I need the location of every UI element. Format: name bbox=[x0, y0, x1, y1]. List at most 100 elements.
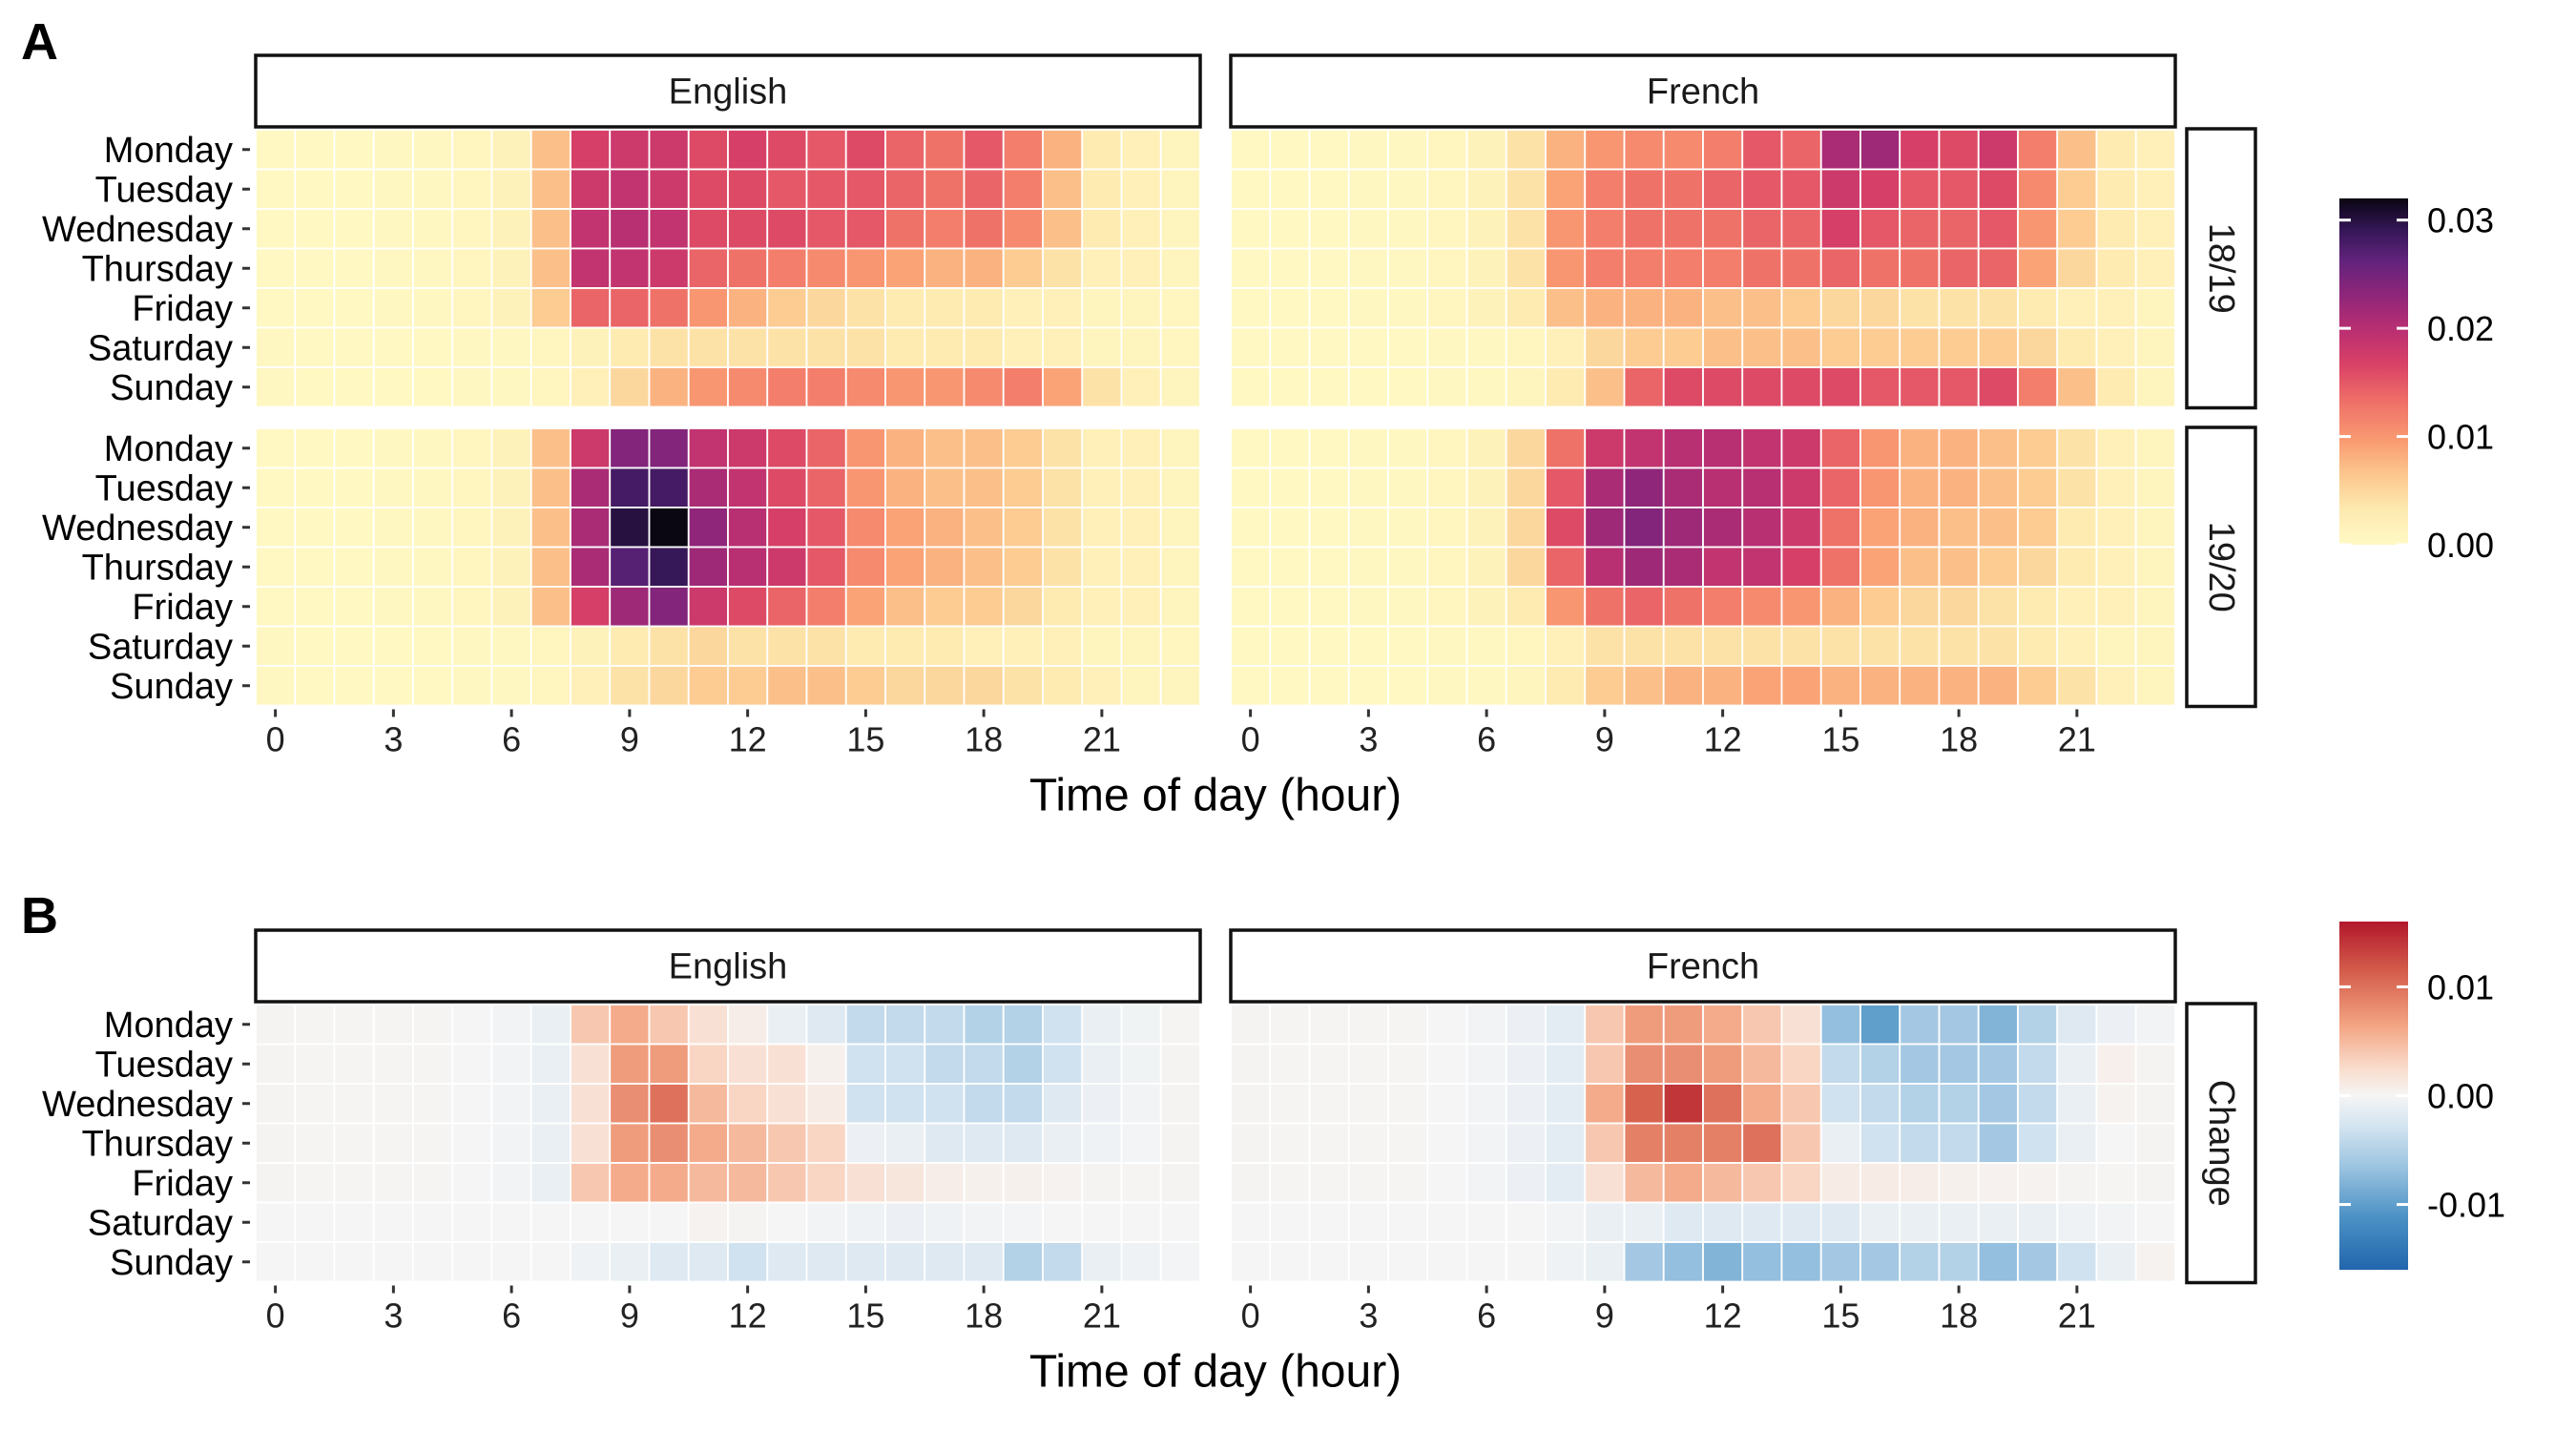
heatmap-cell bbox=[766, 326, 808, 368]
heatmap-cell bbox=[766, 168, 808, 210]
day-label: Monday bbox=[104, 429, 233, 469]
heatmap-cell bbox=[1780, 366, 1822, 408]
heatmap-cell bbox=[884, 1201, 926, 1243]
heatmap-cell bbox=[2095, 507, 2137, 549]
heatmap-cell bbox=[412, 546, 454, 588]
heatmap-cell bbox=[1584, 546, 1626, 588]
heatmap-cell bbox=[1899, 546, 1941, 588]
heatmap-cell bbox=[963, 665, 1005, 707]
heatmap-cell bbox=[412, 326, 454, 368]
heatmap-cell bbox=[1081, 427, 1123, 469]
heatmap-cell bbox=[1308, 1083, 1350, 1125]
heatmap-cell bbox=[805, 208, 847, 250]
heatmap-cell bbox=[1308, 129, 1350, 171]
heatmap-cell bbox=[333, 427, 375, 469]
day-label: Sunday bbox=[110, 667, 233, 707]
heatmap-cell bbox=[570, 287, 612, 329]
heatmap-cell bbox=[1002, 208, 1044, 250]
heatmap-cell bbox=[1899, 427, 1941, 469]
heatmap-cell bbox=[963, 247, 1005, 289]
heatmap-cell bbox=[687, 326, 729, 368]
heatmap-cell bbox=[1938, 586, 1980, 628]
heatmap-cell bbox=[609, 1122, 651, 1164]
heatmap-cell bbox=[1230, 129, 1272, 171]
heatmap-cell bbox=[1819, 1043, 1861, 1085]
heatmap-cell bbox=[372, 168, 414, 210]
heatmap-cell bbox=[1387, 1241, 1429, 1283]
heatmap-cell bbox=[1426, 129, 1468, 171]
heatmap-cell bbox=[412, 625, 454, 667]
facet-strip bbox=[2185, 1002, 2257, 1285]
heatmap-cell bbox=[1584, 1083, 1626, 1125]
heatmap-cell bbox=[1623, 665, 1665, 707]
heatmap-cell bbox=[2134, 1043, 2176, 1085]
heatmap-cell bbox=[1269, 546, 1311, 588]
heatmap-cell bbox=[2056, 208, 2098, 250]
heatmap-cell bbox=[1387, 546, 1429, 588]
heatmap-cell bbox=[1505, 1122, 1547, 1164]
heatmap-cell bbox=[1120, 208, 1162, 250]
heatmap-cell bbox=[1308, 247, 1350, 289]
heatmap-cell bbox=[1308, 665, 1350, 707]
heatmap-cell bbox=[412, 1043, 454, 1085]
heatmap-cell bbox=[1977, 1241, 2019, 1283]
heatmap-cell bbox=[844, 625, 886, 667]
heatmap-cell bbox=[412, 1083, 454, 1125]
heatmap-cell bbox=[2134, 507, 2176, 549]
heatmap-cell bbox=[1545, 1043, 1587, 1085]
heatmap-cell bbox=[844, 168, 886, 210]
heatmap-cell bbox=[1859, 1122, 1901, 1164]
heatmap-cell bbox=[609, 507, 651, 549]
heatmap-cell bbox=[1859, 507, 1901, 549]
heatmap-cell bbox=[687, 287, 729, 329]
heatmap-cell bbox=[1662, 507, 1704, 549]
heatmap-cell bbox=[294, 1083, 336, 1125]
heatmap-cell bbox=[1042, 1004, 1084, 1046]
heatmap-cell bbox=[1545, 427, 1587, 469]
heatmap-cell bbox=[1977, 586, 2019, 628]
heatmap-cell bbox=[1977, 665, 2019, 707]
heatmap-cell bbox=[1230, 1201, 1272, 1243]
heatmap-cell bbox=[2056, 1162, 2098, 1204]
heatmap-cell bbox=[1081, 507, 1123, 549]
heatmap-cell bbox=[1269, 287, 1311, 329]
heatmap-cell bbox=[372, 366, 414, 408]
heatmap-cell bbox=[2056, 586, 2098, 628]
heatmap-cell bbox=[255, 1043, 297, 1085]
x-tick-label: 0 bbox=[266, 1296, 285, 1336]
x-tick-label: 0 bbox=[1241, 1296, 1260, 1336]
heatmap-cell bbox=[412, 507, 454, 549]
day-label: Saturday bbox=[88, 1203, 233, 1243]
heatmap-cell bbox=[1780, 1004, 1822, 1046]
heatmap-cell bbox=[609, 287, 651, 329]
heatmap-cell bbox=[687, 129, 729, 171]
heatmap-cell bbox=[766, 1004, 808, 1046]
heatmap-cell bbox=[1977, 427, 2019, 469]
heatmap-cell bbox=[530, 1043, 571, 1085]
heatmap-cell bbox=[1780, 247, 1822, 289]
heatmap-cell bbox=[687, 665, 729, 707]
heatmap-cell bbox=[2056, 467, 2098, 508]
heatmap-cell bbox=[2134, 1162, 2176, 1204]
heatmap-cell bbox=[570, 665, 612, 707]
heatmap-cell bbox=[530, 129, 571, 171]
legend-label: 0.02 bbox=[2427, 309, 2494, 348]
heatmap-cell bbox=[1002, 1162, 1044, 1204]
heatmap-cell bbox=[1662, 1241, 1704, 1283]
heatmap-cell bbox=[451, 168, 493, 210]
x-tick-label: 21 bbox=[1083, 1296, 1121, 1336]
heatmap-cell bbox=[963, 467, 1005, 508]
heatmap-cell bbox=[1623, 1241, 1665, 1283]
heatmap-cell bbox=[1584, 168, 1626, 210]
heatmap-cell bbox=[1042, 467, 1084, 508]
x-tick-label: 18 bbox=[1940, 1296, 1978, 1336]
heatmap-cell bbox=[963, 625, 1005, 667]
heatmap-cell bbox=[1899, 1004, 1941, 1046]
heatmap-cell bbox=[1308, 507, 1350, 549]
heatmap-cell bbox=[490, 129, 532, 171]
heatmap-cell bbox=[844, 1004, 886, 1046]
heatmap-cell bbox=[648, 1241, 690, 1283]
heatmap-cell bbox=[333, 326, 375, 368]
heatmap-cell bbox=[1347, 247, 1389, 289]
heatmap-cell bbox=[1819, 1122, 1861, 1164]
